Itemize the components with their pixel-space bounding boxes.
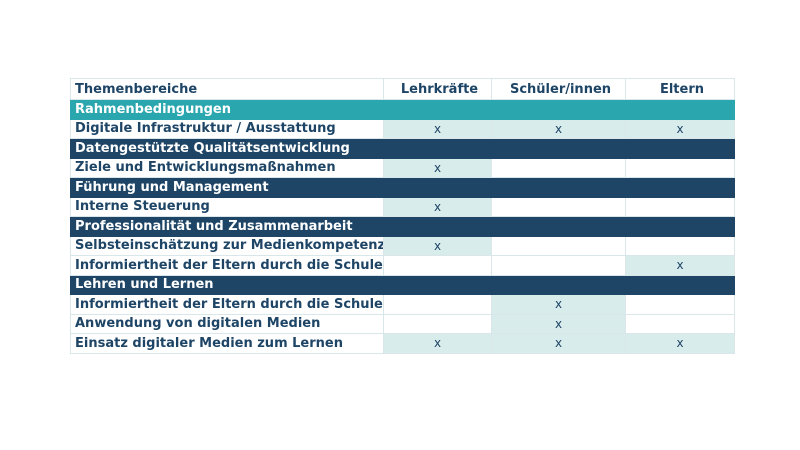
section-filler-cell (383, 99, 492, 120)
mark-cell-schueler: x (491, 333, 626, 354)
mark-cell-schueler (491, 196, 626, 217)
mark-cell-schueler (491, 235, 626, 256)
mark-cell-eltern: x (625, 333, 735, 354)
section-filler-cell (491, 216, 626, 237)
header-schueler: Schüler/innen (491, 78, 626, 100)
table-row: Selbsteinschätzung zur Medienkompetenz x (70, 235, 735, 256)
section-filler-cell (625, 274, 735, 295)
section-header-row: Rahmenbedingungen (70, 99, 735, 120)
row-label: Ziele und Entwicklungsmaßnahmen (70, 157, 384, 178)
mark-cell-schueler: x (491, 294, 626, 315)
table-row: Informiertheit der Eltern durch die Schu… (70, 294, 735, 315)
section-filler-cell (625, 177, 735, 198)
section-filler-cell (491, 138, 626, 159)
header-eltern: Eltern (625, 78, 735, 100)
section-filler-cell (383, 138, 492, 159)
section-title: Führung und Management (70, 177, 384, 198)
section-filler-cell (625, 99, 735, 120)
mark-cell-eltern: x (625, 118, 735, 139)
section-header-row: Lehren und Lernen (70, 274, 735, 295)
table-row: Interne Steuerung x (70, 196, 735, 217)
row-label: Informiertheit der Eltern durch die Schu… (70, 294, 384, 315)
mark-cell-lehrkraefte: x (383, 118, 492, 139)
section-filler-cell (491, 99, 626, 120)
section-header-row: Datengestützte Qualitätsentwicklung (70, 138, 735, 159)
row-label: Informiertheit der Eltern durch die Schu… (70, 255, 384, 276)
themenbereiche-table: Themenbereiche Lehrkräfte Schüler/innen … (70, 78, 735, 354)
table-row: Digitale Infrastruktur / Ausstattung x x x (70, 118, 735, 139)
section-title: Rahmenbedingungen (70, 99, 384, 120)
section-filler-cell (383, 177, 492, 198)
header-lehrkraefte: Lehrkräfte (383, 78, 492, 100)
mark-cell-lehrkraefte (383, 294, 492, 315)
mark-cell-schueler (491, 157, 626, 178)
mark-cell-eltern (625, 235, 735, 256)
mark-cell-lehrkraefte: x (383, 333, 492, 354)
mark-cell-schueler: x (491, 118, 626, 139)
section-header-row: Führung und Management (70, 177, 735, 198)
mark-cell-lehrkraefte (383, 313, 492, 334)
row-label: Einsatz digitaler Medien zum Lernen (70, 333, 384, 354)
section-filler-cell (625, 216, 735, 237)
mark-cell-schueler (491, 255, 626, 276)
section-filler-cell (491, 177, 626, 198)
mark-cell-lehrkraefte (383, 255, 492, 276)
section-filler-cell (625, 138, 735, 159)
section-title: Professionalität und Zusammenarbeit (70, 216, 384, 237)
row-label: Digitale Infrastruktur / Ausstattung (70, 118, 384, 139)
table-row: Informiertheit der Eltern durch die Schu… (70, 255, 735, 276)
section-filler-cell (383, 216, 492, 237)
section-title: Lehren und Lernen (70, 274, 384, 295)
section-filler-cell (383, 274, 492, 295)
table-row: Ziele und Entwicklungsmaßnahmen x (70, 157, 735, 178)
mark-cell-eltern: x (625, 255, 735, 276)
mark-cell-eltern (625, 294, 735, 315)
mark-cell-eltern (625, 157, 735, 178)
mark-cell-lehrkraefte: x (383, 196, 492, 217)
row-label: Interne Steuerung (70, 196, 384, 217)
table-row: Einsatz digitaler Medien zum Lernen x x x (70, 333, 735, 354)
section-header-row: Professionalität und Zusammenarbeit (70, 216, 735, 237)
mark-cell-eltern (625, 196, 735, 217)
mark-cell-eltern (625, 313, 735, 334)
mark-cell-lehrkraefte: x (383, 235, 492, 256)
mark-cell-lehrkraefte: x (383, 157, 492, 178)
section-filler-cell (491, 274, 626, 295)
row-label: Selbsteinschätzung zur Medienkompetenz (70, 235, 384, 256)
table-row: Anwendung von digitalen Medien x (70, 313, 735, 334)
row-label: Anwendung von digitalen Medien (70, 313, 384, 334)
header-row: Themenbereiche Lehrkräfte Schüler/innen … (70, 78, 735, 100)
mark-cell-schueler: x (491, 313, 626, 334)
section-title: Datengestützte Qualitätsentwicklung (70, 138, 384, 159)
header-themenbereiche: Themenbereiche (70, 78, 384, 100)
